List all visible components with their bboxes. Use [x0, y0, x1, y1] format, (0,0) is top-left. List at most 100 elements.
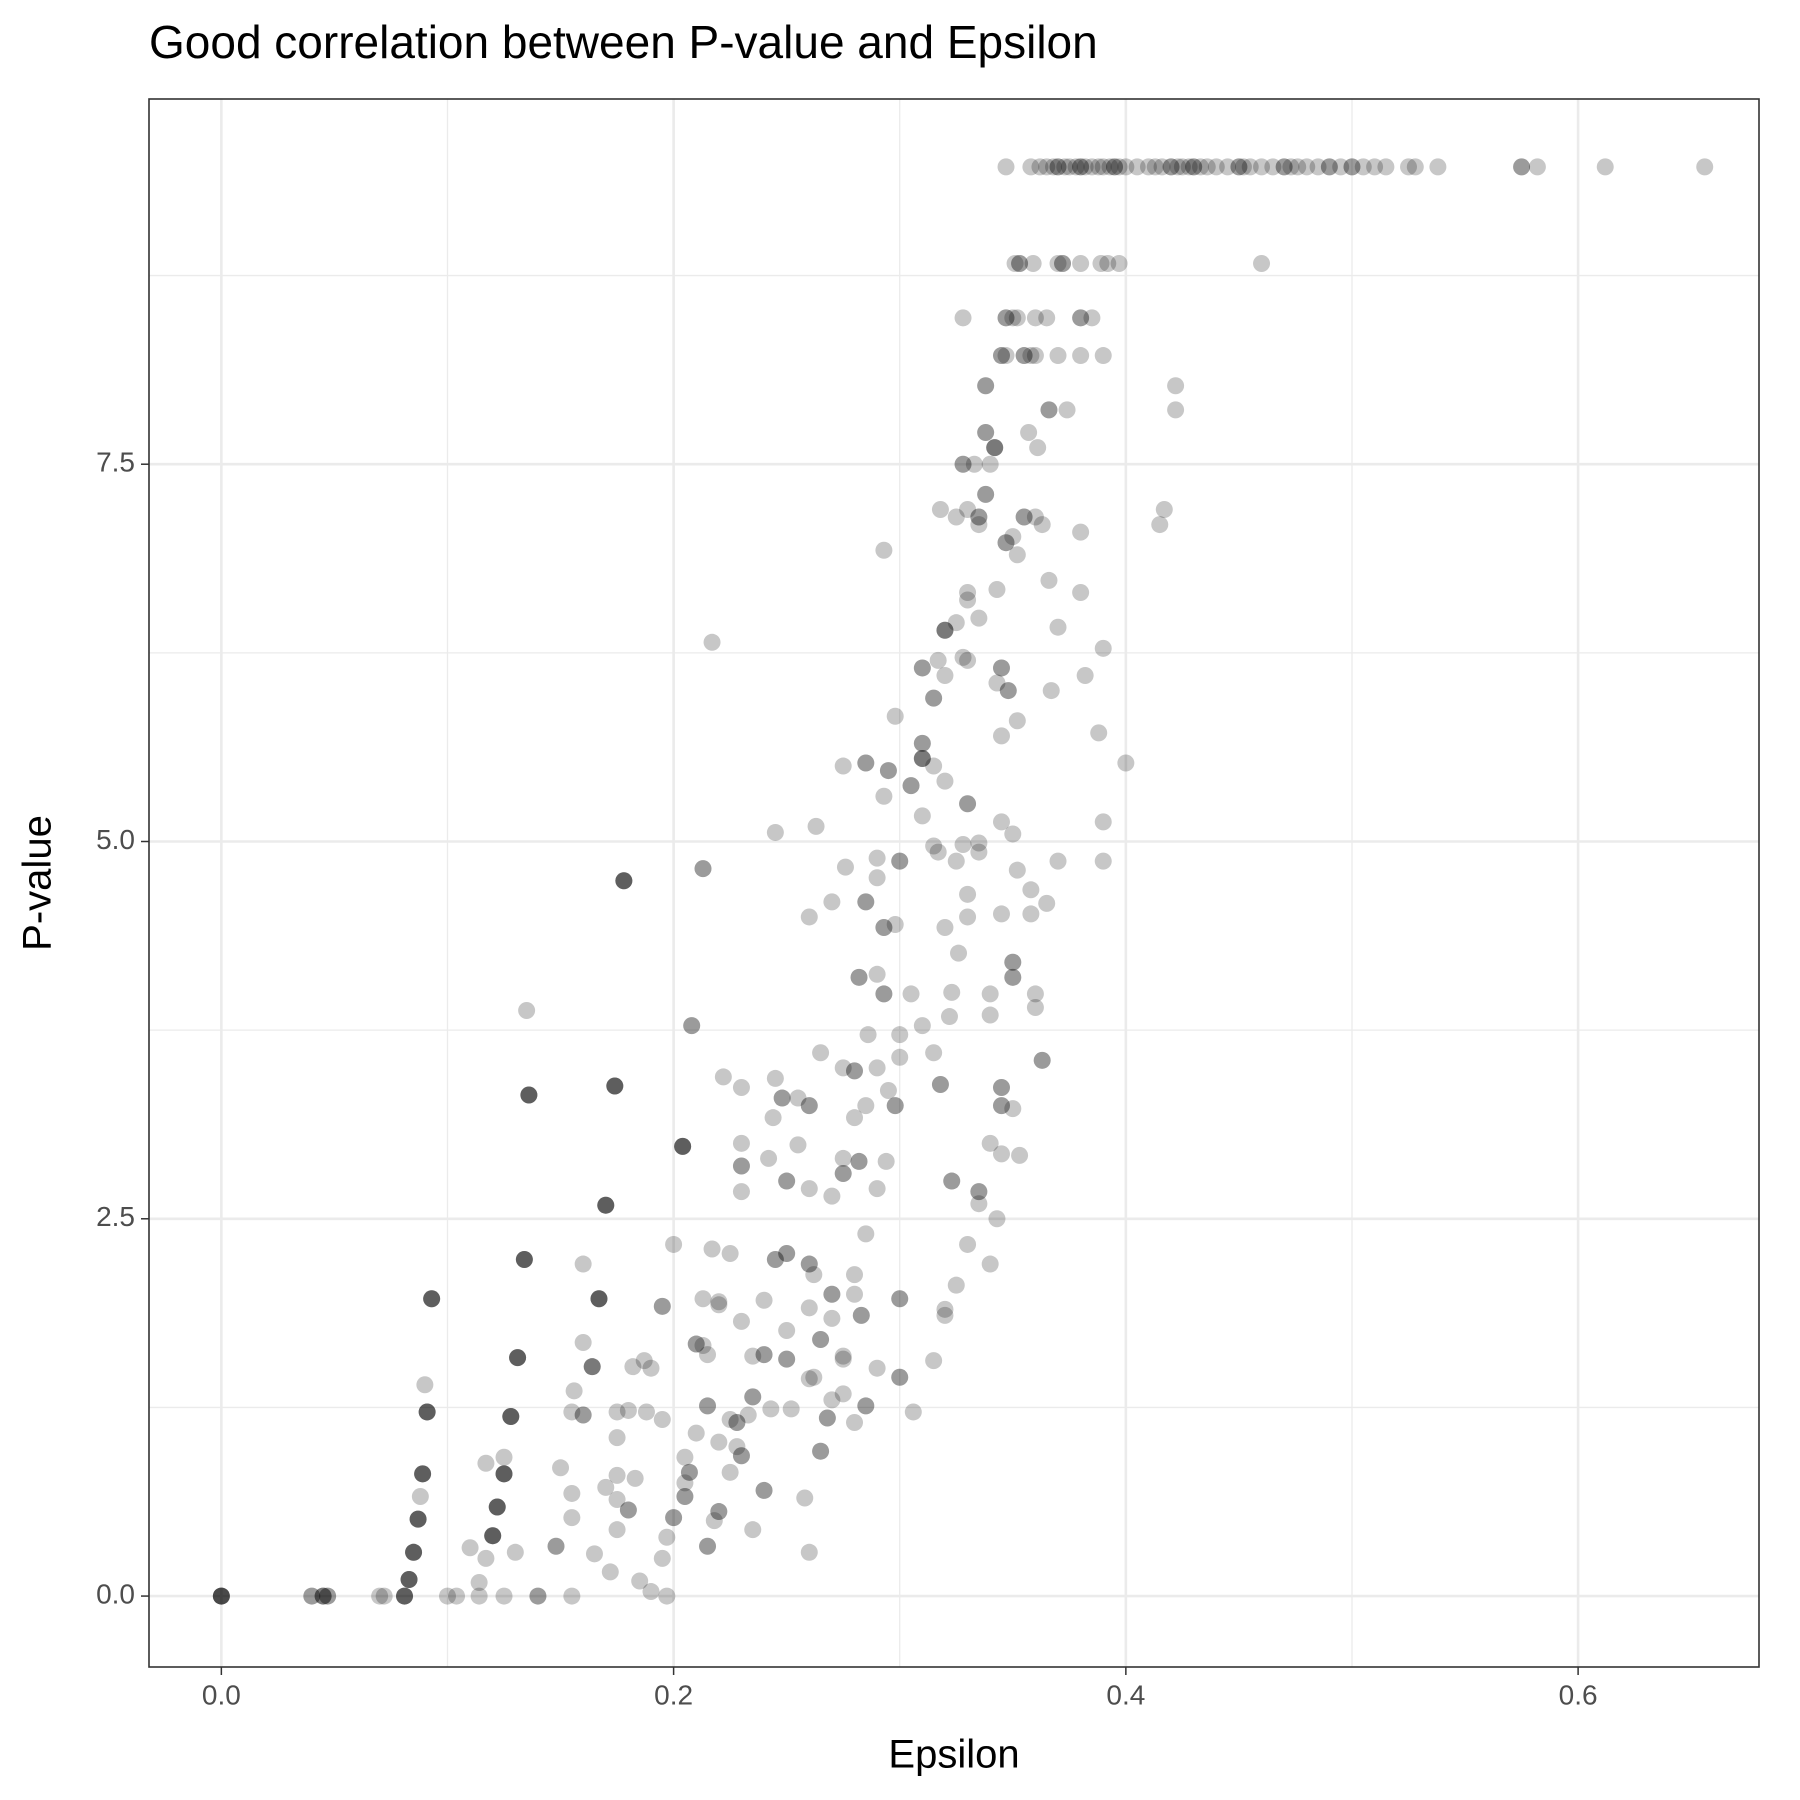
point — [477, 1454, 495, 1472]
point — [547, 1537, 565, 1555]
point — [674, 1137, 692, 1155]
point — [694, 860, 712, 878]
point — [653, 1297, 671, 1315]
point — [1072, 158, 1090, 176]
point — [981, 985, 999, 1003]
point — [699, 1537, 717, 1555]
point — [1072, 523, 1090, 541]
point — [212, 1587, 230, 1605]
point — [823, 1309, 841, 1327]
point — [778, 1172, 796, 1190]
point — [495, 1587, 513, 1605]
point — [710, 1503, 728, 1521]
point — [891, 1368, 909, 1386]
point — [1354, 158, 1372, 176]
point — [807, 817, 825, 835]
point — [1094, 347, 1112, 365]
point — [834, 1165, 852, 1183]
point — [687, 1335, 705, 1353]
point — [1275, 158, 1293, 176]
point — [812, 1044, 830, 1062]
point — [1207, 158, 1225, 176]
point — [850, 1152, 868, 1170]
point — [773, 1089, 791, 1107]
point — [699, 1397, 717, 1415]
point — [857, 1225, 875, 1243]
point — [834, 757, 852, 775]
point — [409, 1510, 427, 1528]
point — [1008, 712, 1026, 730]
point — [1038, 158, 1056, 176]
point — [1004, 968, 1022, 986]
point — [999, 682, 1017, 700]
point — [950, 944, 968, 962]
point — [515, 1251, 533, 1269]
point — [1528, 158, 1546, 176]
point — [637, 1403, 655, 1421]
point — [714, 1068, 732, 1086]
point — [936, 919, 954, 937]
point — [1022, 158, 1040, 176]
point — [766, 1251, 784, 1269]
point — [1377, 158, 1395, 176]
point — [590, 1290, 608, 1308]
point — [850, 968, 868, 986]
point — [868, 1359, 886, 1377]
point — [981, 1006, 999, 1024]
point — [1092, 254, 1110, 272]
point — [992, 659, 1010, 677]
point — [509, 1349, 527, 1367]
point — [405, 1543, 423, 1561]
point — [1106, 158, 1124, 176]
point — [676, 1448, 694, 1466]
point — [846, 1414, 864, 1432]
point — [857, 754, 875, 772]
point — [674, 1137, 692, 1155]
point — [674, 1137, 692, 1155]
point — [212, 1587, 230, 1605]
point — [314, 1587, 332, 1605]
point — [1366, 158, 1384, 176]
point — [762, 1400, 780, 1418]
point — [986, 439, 1004, 457]
point — [778, 1172, 796, 1190]
point — [1049, 618, 1067, 636]
point — [977, 485, 995, 503]
y-tick-label: 0.0 — [96, 1578, 135, 1609]
point — [836, 858, 854, 876]
point — [834, 1350, 852, 1368]
point — [732, 1157, 750, 1175]
point — [1072, 583, 1090, 601]
point — [936, 1300, 954, 1318]
point — [886, 1097, 904, 1115]
point — [1026, 999, 1044, 1017]
point — [710, 1503, 728, 1521]
point — [877, 1152, 895, 1170]
point — [925, 689, 943, 707]
point — [778, 1350, 796, 1368]
point — [744, 1347, 762, 1365]
point — [986, 439, 1004, 457]
point — [904, 1403, 922, 1421]
point — [658, 1528, 676, 1546]
point — [925, 1352, 943, 1370]
point — [1004, 953, 1022, 971]
y-tick-label: 2.5 — [96, 1201, 135, 1232]
point — [766, 1251, 784, 1269]
point — [552, 1459, 570, 1477]
point — [676, 1487, 694, 1505]
point — [1020, 424, 1038, 442]
point — [834, 1059, 852, 1077]
point — [1106, 158, 1124, 176]
point — [886, 1097, 904, 1115]
point — [875, 985, 893, 1003]
point — [470, 1587, 488, 1605]
point — [396, 1587, 414, 1605]
y-tick-label: 5.0 — [96, 824, 135, 855]
point — [601, 1563, 619, 1581]
point — [212, 1587, 230, 1605]
point — [1343, 158, 1361, 176]
point — [590, 1290, 608, 1308]
point — [1004, 953, 1022, 971]
point — [902, 777, 920, 795]
